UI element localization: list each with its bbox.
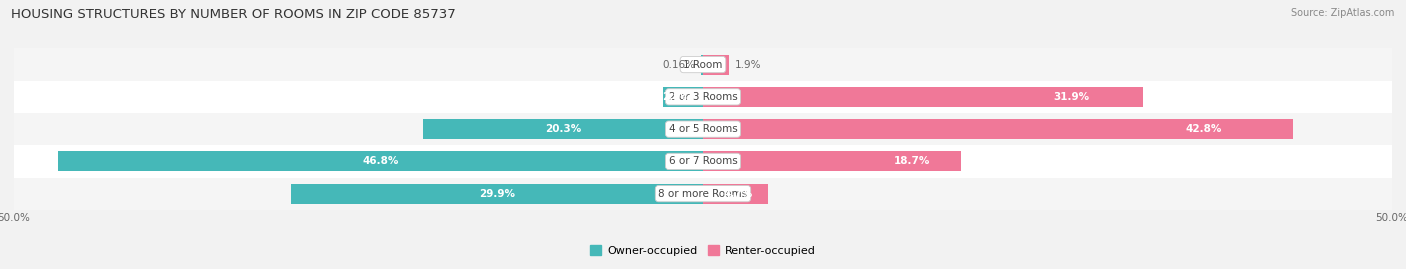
Bar [703, 55, 730, 75]
Text: 18.7%: 18.7% [893, 156, 929, 167]
Bar [58, 151, 703, 171]
Bar [703, 184, 768, 204]
Bar [423, 119, 703, 139]
Text: 4.7%: 4.7% [724, 189, 754, 199]
Text: 2.9%: 2.9% [662, 92, 692, 102]
Text: 29.9%: 29.9% [479, 189, 515, 199]
Text: Source: ZipAtlas.com: Source: ZipAtlas.com [1291, 8, 1395, 18]
Text: 4 or 5 Rooms: 4 or 5 Rooms [669, 124, 737, 134]
Bar [703, 151, 960, 171]
Bar [14, 48, 1392, 81]
Text: 2 or 3 Rooms: 2 or 3 Rooms [669, 92, 737, 102]
Legend: Owner-occupied, Renter-occupied: Owner-occupied, Renter-occupied [591, 246, 815, 256]
Text: HOUSING STRUCTURES BY NUMBER OF ROOMS IN ZIP CODE 85737: HOUSING STRUCTURES BY NUMBER OF ROOMS IN… [11, 8, 456, 21]
Text: 8 or more Rooms: 8 or more Rooms [658, 189, 748, 199]
Text: 31.9%: 31.9% [1053, 92, 1090, 102]
Bar [291, 184, 703, 204]
Bar [14, 145, 1392, 178]
Bar [14, 81, 1392, 113]
Bar [703, 119, 1292, 139]
Text: 6 or 7 Rooms: 6 or 7 Rooms [669, 156, 737, 167]
Text: 46.8%: 46.8% [363, 156, 399, 167]
Text: 1.9%: 1.9% [735, 59, 761, 70]
Text: 0.16%: 0.16% [662, 59, 696, 70]
Text: 20.3%: 20.3% [546, 124, 581, 134]
Text: 42.8%: 42.8% [1185, 124, 1222, 134]
Text: 1 Room: 1 Room [683, 59, 723, 70]
Bar [700, 55, 703, 75]
Bar [14, 113, 1392, 145]
Bar [14, 178, 1392, 210]
Bar [664, 87, 703, 107]
Bar [703, 87, 1143, 107]
